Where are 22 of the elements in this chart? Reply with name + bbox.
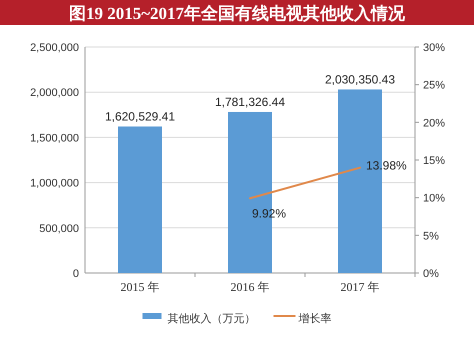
- y-tick-label: 1,500,000: [30, 132, 79, 144]
- data-label: 1,620,529.41: [104, 110, 176, 124]
- y-tick-label: 2,500,000: [30, 42, 79, 54]
- y-tick-label: 0: [72, 268, 79, 280]
- legend-label: 其他收入（万元）: [168, 312, 256, 325]
- data-label: 2,030,350.43: [324, 72, 396, 86]
- y-tick-label: 500,000: [39, 222, 79, 235]
- y2-tick-label: 20%: [423, 117, 446, 130]
- legend-label: 增长率: [298, 312, 332, 325]
- chart-title: 图19 2015~2017年全国有线电视其他收入情况: [68, 4, 406, 23]
- x-tick-label: 2016 年: [230, 280, 270, 294]
- data-label: 1,781,326.44: [214, 94, 286, 109]
- y2-tick-label: 0%: [423, 268, 440, 280]
- y-tick-label: 1,000,000: [30, 178, 79, 190]
- x-tick-label: 2015 年: [120, 280, 160, 294]
- y2-tick-label: 15%: [423, 155, 446, 167]
- x-tick-label: 2017 年: [340, 280, 380, 294]
- y-tick-label: 2,000,000: [30, 87, 79, 100]
- y2-tick-label: 5%: [423, 230, 440, 242]
- y2-tick-label: 25%: [423, 80, 446, 92]
- y2-tick-label: 10%: [423, 192, 446, 205]
- y2-tick-label: 30%: [423, 42, 446, 54]
